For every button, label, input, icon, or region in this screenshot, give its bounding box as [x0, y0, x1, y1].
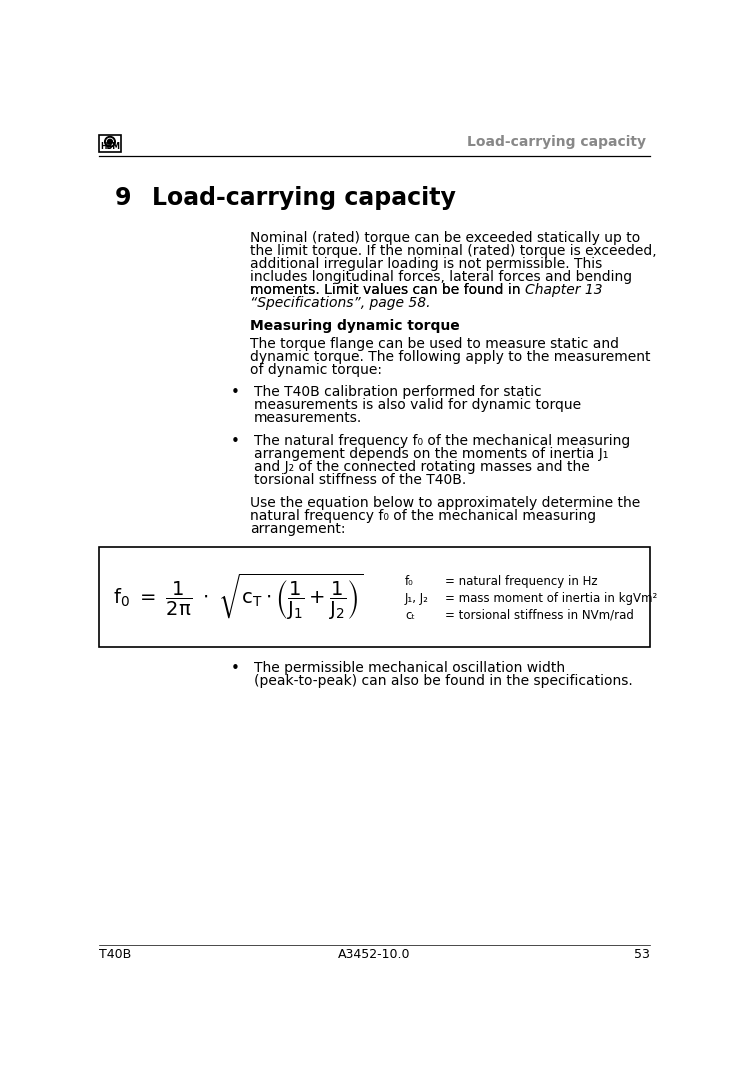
Text: $\mathsf{f_0 \ = \ \dfrac{1}{2\pi} \ \cdot \ \sqrt{c_{T} \cdot \left(\dfrac{1}{J: $\mathsf{f_0 \ = \ \dfrac{1}{2\pi} \ \cd… — [113, 571, 363, 621]
Text: Load-carrying capacity: Load-carrying capacity — [152, 186, 455, 210]
Text: •: • — [231, 661, 240, 676]
Text: T40B: T40B — [99, 948, 132, 961]
Text: The permissible mechanical oscillation width: The permissible mechanical oscillation w… — [254, 661, 565, 675]
Text: and J₂ of the connected rotating masses and the: and J₂ of the connected rotating masses … — [254, 460, 590, 474]
Text: of dynamic torque:: of dynamic torque: — [250, 363, 382, 377]
Text: natural frequency f₀ of the mechanical measuring: natural frequency f₀ of the mechanical m… — [250, 509, 596, 523]
Text: arrangement depends on the moments of inertia J₁: arrangement depends on the moments of in… — [254, 447, 608, 461]
Text: Load-carrying capacity: Load-carrying capacity — [467, 135, 646, 149]
Text: The torque flange can be used to measure static and: The torque flange can be used to measure… — [250, 337, 619, 351]
Text: = torsional stiffness in NVm/rad: = torsional stiffness in NVm/rad — [445, 609, 634, 622]
Text: 53: 53 — [635, 948, 650, 961]
Text: Use the equation below to approximately determine the: Use the equation below to approximately … — [250, 496, 640, 510]
Text: f₀: f₀ — [405, 576, 414, 588]
Bar — [99, 135, 121, 152]
Text: dynamic torque. The following apply to the measurement: dynamic torque. The following apply to t… — [250, 350, 651, 364]
Text: •: • — [231, 385, 240, 400]
Text: additional irregular loading is not permissible. This: additional irregular loading is not perm… — [250, 257, 602, 270]
Text: = mass moment of inertia in kgVm²: = mass moment of inertia in kgVm² — [445, 592, 657, 605]
Text: the limit torque. If the nominal (rated) torque is exceeded,: the limit torque. If the nominal (rated)… — [250, 244, 657, 258]
Text: measurements.: measurements. — [254, 411, 363, 425]
Text: HBM: HBM — [100, 142, 120, 150]
Text: •: • — [231, 434, 240, 449]
Text: The natural frequency f₀ of the mechanical measuring: The natural frequency f₀ of the mechanic… — [254, 434, 630, 448]
Text: includes longitudinal forces, lateral forces and bending: includes longitudinal forces, lateral fo… — [250, 269, 632, 283]
Text: arrangement:: arrangement: — [250, 522, 346, 536]
Bar — [99, 546, 650, 646]
Text: Measuring dynamic torque: Measuring dynamic torque — [250, 319, 460, 332]
Text: A3452-10.0: A3452-10.0 — [338, 948, 411, 961]
Text: moments. Limit values can be found in: moments. Limit values can be found in — [250, 282, 525, 296]
Text: (peak-to-peak) can also be found in the specifications.: (peak-to-peak) can also be found in the … — [254, 674, 633, 688]
Text: The T40B calibration performed for static: The T40B calibration performed for stati… — [254, 385, 542, 399]
Circle shape — [107, 140, 113, 144]
Text: “Specifications”, page 58.: “Specifications”, page 58. — [250, 295, 431, 310]
Text: measurements is also valid for dynamic torque: measurements is also valid for dynamic t… — [254, 398, 581, 412]
Text: = natural frequency in Hz: = natural frequency in Hz — [445, 576, 598, 588]
Text: J₁, J₂: J₁, J₂ — [405, 592, 429, 605]
Text: Nominal (rated) torque can be exceeded statically up to: Nominal (rated) torque can be exceeded s… — [250, 231, 640, 245]
Text: torsional stiffness of the T40B.: torsional stiffness of the T40B. — [254, 473, 466, 487]
Text: Chapter 13: Chapter 13 — [525, 282, 603, 296]
Text: 9: 9 — [115, 186, 131, 210]
Text: cₜ: cₜ — [405, 609, 414, 622]
Text: moments. Limit values can be found in: moments. Limit values can be found in — [250, 282, 525, 296]
